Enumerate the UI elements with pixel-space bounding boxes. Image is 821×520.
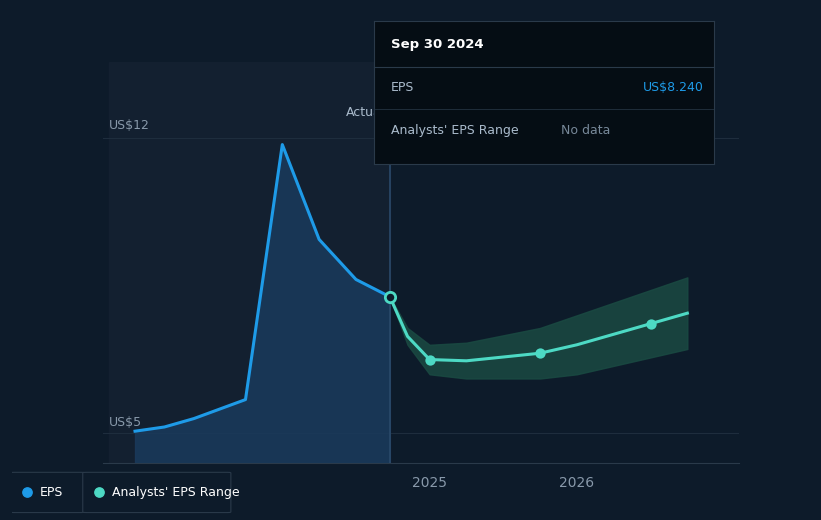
Text: No data: No data — [561, 124, 610, 137]
Point — [21, 488, 34, 497]
FancyBboxPatch shape — [11, 472, 85, 513]
Text: US$8.240: US$8.240 — [643, 81, 704, 94]
Text: US$12: US$12 — [108, 119, 149, 132]
Bar — [108, 62, 390, 463]
Point — [93, 488, 106, 497]
Point — [644, 320, 657, 328]
Text: Analysts' EPS Range: Analysts' EPS Range — [112, 486, 239, 499]
Text: Actual: Actual — [346, 106, 385, 119]
Text: Sep 30 2024: Sep 30 2024 — [391, 38, 484, 51]
Point — [383, 293, 397, 301]
Text: Analysts' EPS Range: Analysts' EPS Range — [391, 124, 518, 137]
Text: EPS: EPS — [391, 81, 414, 94]
FancyBboxPatch shape — [83, 472, 231, 513]
Text: Analysts Forecasts: Analysts Forecasts — [394, 106, 511, 119]
Text: US$5: US$5 — [108, 416, 142, 429]
Text: EPS: EPS — [39, 486, 62, 499]
Point — [534, 349, 547, 357]
Point — [423, 355, 436, 363]
